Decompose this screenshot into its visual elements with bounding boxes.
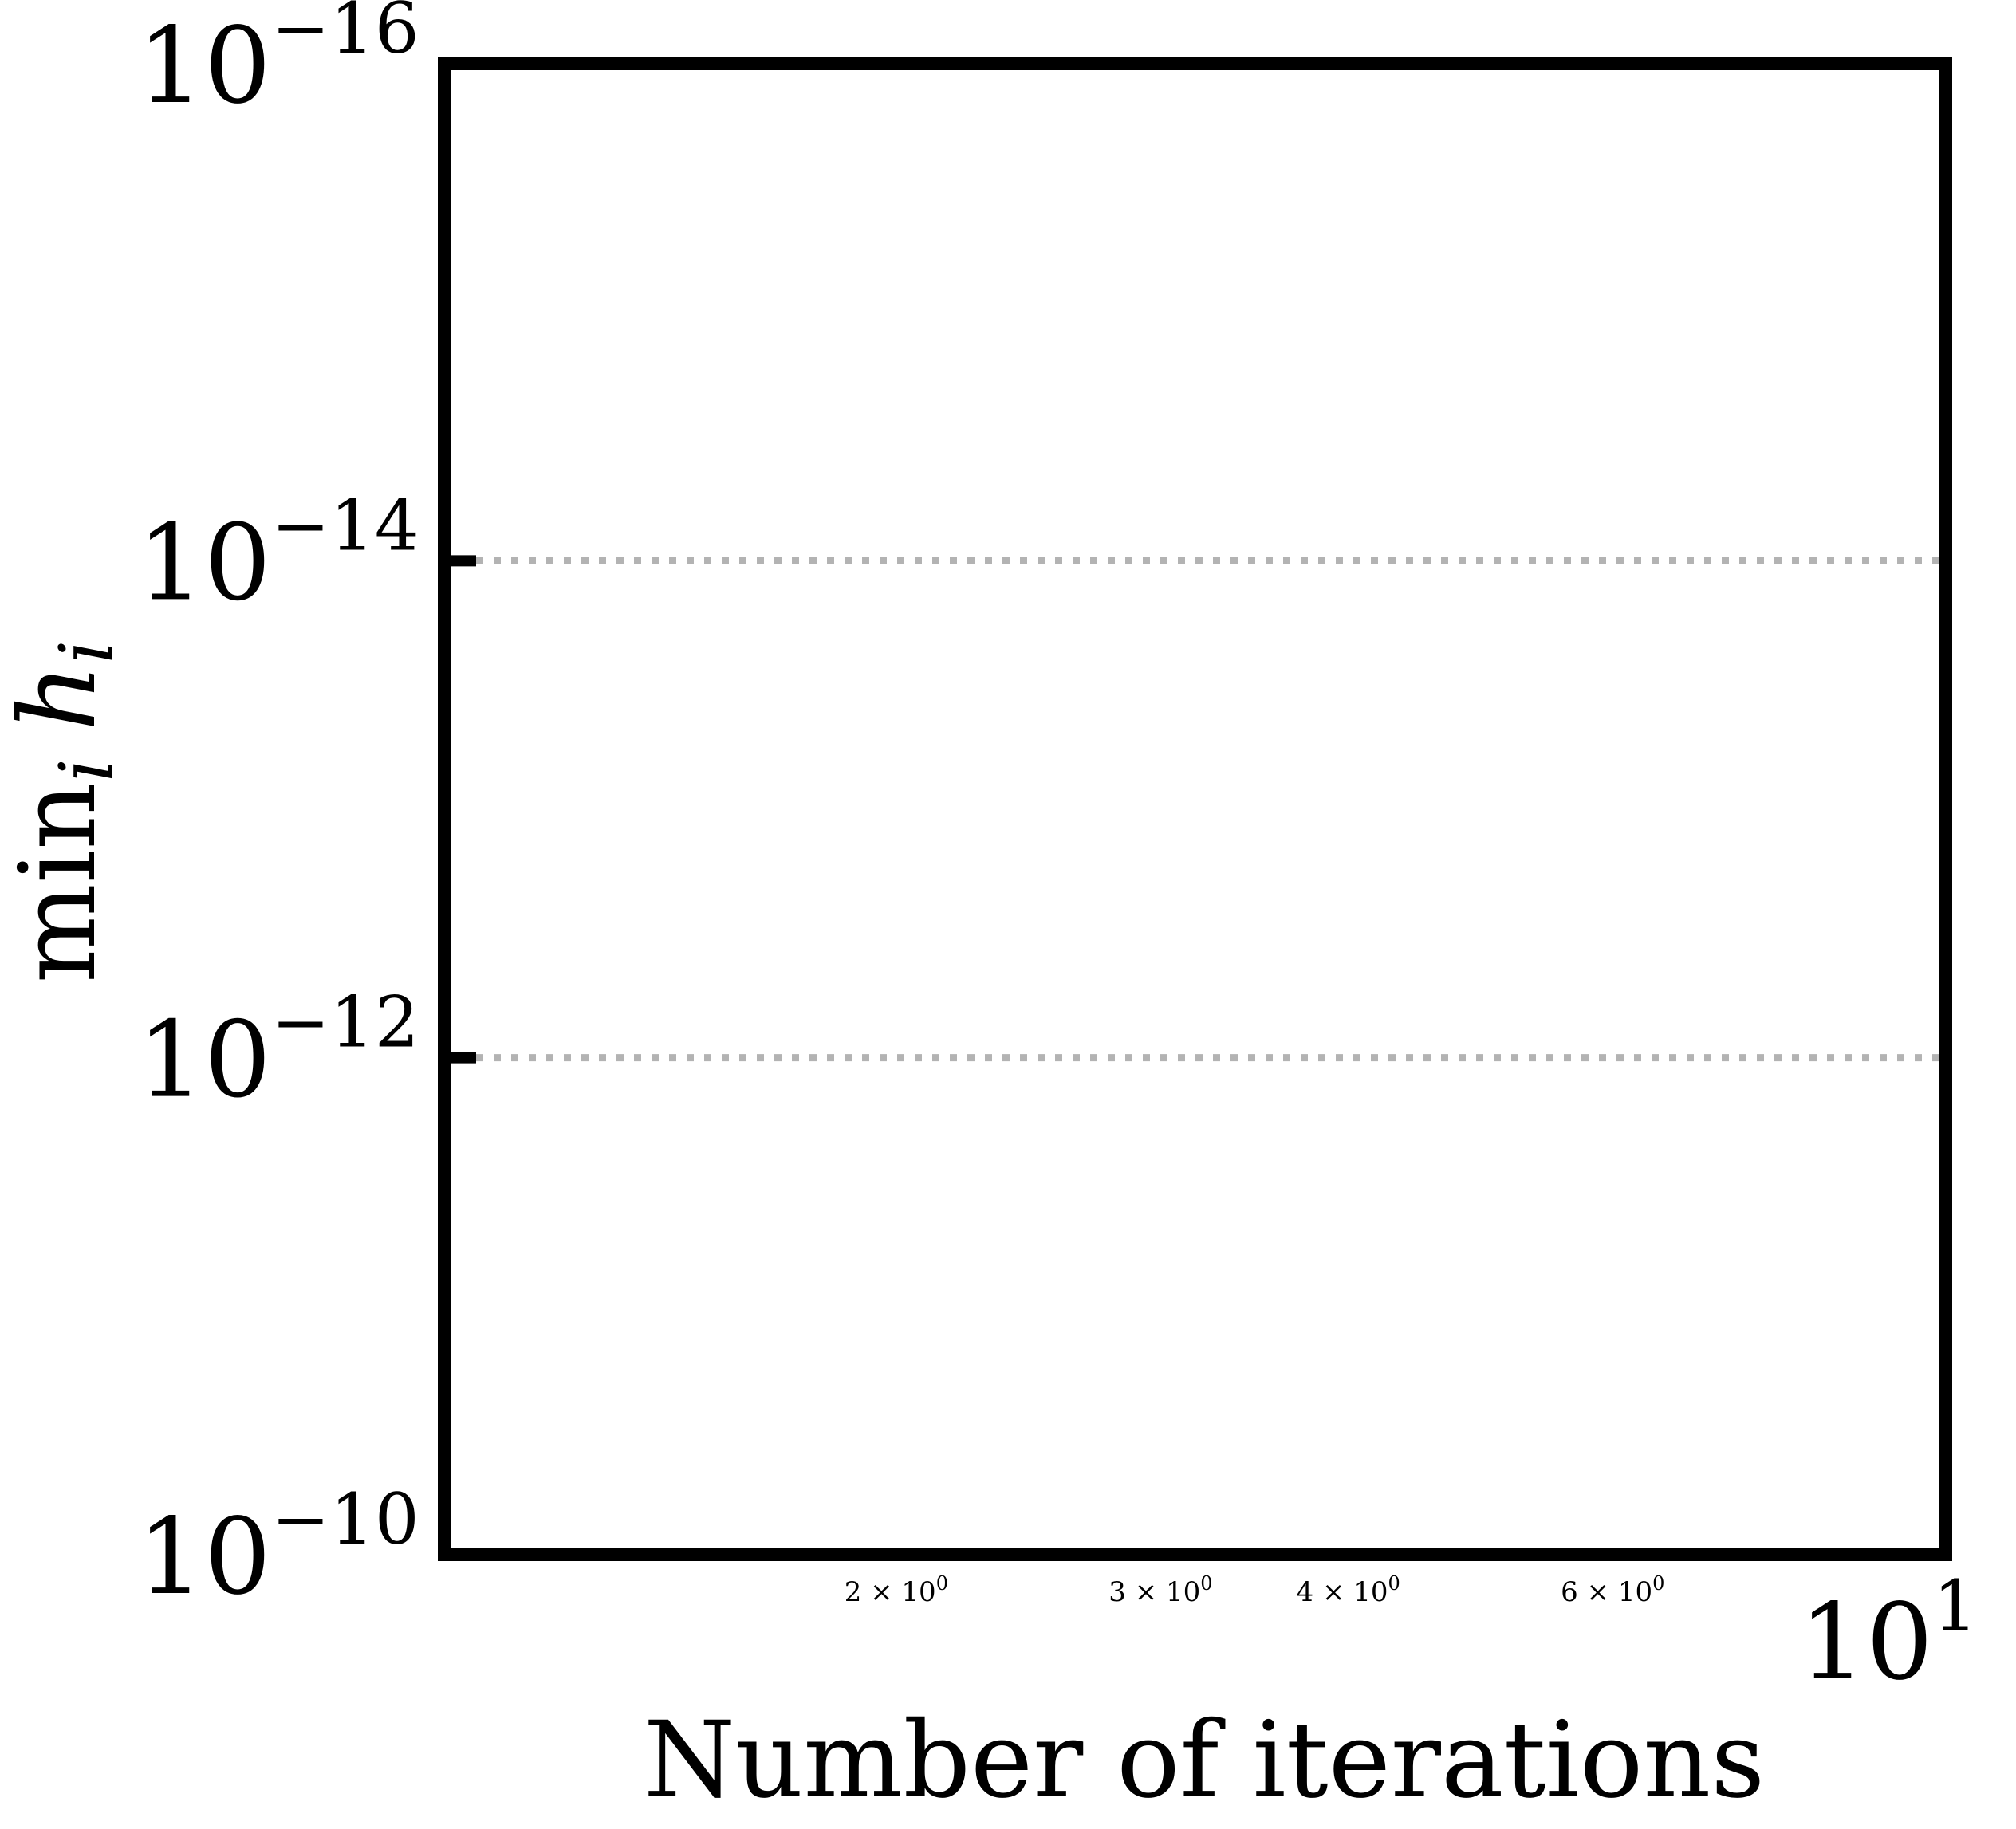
y-tick-label-base: 10 — [137, 999, 271, 1122]
plot-frame — [438, 57, 1952, 1561]
y-tick-label: 10−10 — [137, 1478, 419, 1619]
y-tick-label-exponent: −12 — [271, 981, 419, 1064]
x-minor-tick-label: 3 × 100 — [1108, 1572, 1212, 1608]
x-tick-label-exponent: 0 — [1200, 1572, 1212, 1595]
y-tick-label-exponent: −14 — [271, 484, 419, 566]
x-tick-label-base: 3 × 10 — [1108, 1576, 1200, 1608]
x-axis-label: Number of iterations — [644, 1699, 1765, 1822]
y-axis-label-variable-subscript: i — [44, 640, 129, 663]
y-tick-label-base: 10 — [137, 502, 271, 624]
y-tick-label-exponent: −16 — [271, 0, 419, 69]
x-tick-label-exponent: 1 — [1933, 1565, 1978, 1647]
tick-marks — [444, 555, 476, 1064]
y-tick-label-base: 10 — [137, 5, 271, 128]
y-tick-label-exponent: −10 — [271, 1478, 419, 1560]
y-tick-label-base: 10 — [137, 1496, 271, 1619]
x-tick-label-base: 10 — [1799, 1581, 1933, 1704]
x-minor-tick-label: 4 × 100 — [1297, 1572, 1400, 1608]
x-minor-tick-label: 6 × 100 — [1561, 1572, 1664, 1608]
x-tick-label-base: 2 × 10 — [845, 1576, 936, 1608]
x-major-tick-label: 101 — [1799, 1565, 1978, 1704]
x-tick-label-exponent: 0 — [1652, 1572, 1664, 1595]
y-tick-label: 10−12 — [137, 981, 419, 1122]
y-axis-label-op: min — [0, 782, 120, 983]
y-axis-label-op-subscript: i — [44, 758, 129, 781]
x-tick-label-exponent: 0 — [936, 1572, 948, 1595]
x-tick-label-base: 4 × 10 — [1297, 1576, 1388, 1608]
x-tick-label-exponent: 0 — [1388, 1572, 1400, 1595]
y-tick-label: 10−16 — [137, 0, 419, 128]
x-minor-tick-label: 2 × 100 — [845, 1572, 948, 1608]
grid-lines — [476, 557, 1946, 1062]
y-tick-label: 10−14 — [137, 484, 419, 624]
x-tick-label-base: 6 × 10 — [1561, 1576, 1652, 1608]
y-axis-label-variable: h — [0, 663, 120, 731]
y-axis-label: minihi — [0, 640, 129, 983]
